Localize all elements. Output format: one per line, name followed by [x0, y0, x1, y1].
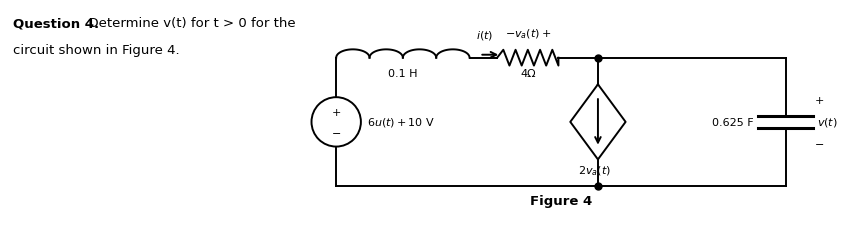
Text: $2v_a(t)$: $2v_a(t)$ [578, 164, 611, 177]
Text: +: + [815, 96, 823, 106]
Text: Determine v(t) for t > 0 for the: Determine v(t) for t > 0 for the [80, 17, 296, 30]
Text: −: − [815, 139, 823, 149]
Text: 0.1 H: 0.1 H [388, 68, 418, 78]
Text: Question 4.: Question 4. [13, 17, 99, 30]
Text: $- v_a(t) +$: $- v_a(t) +$ [504, 27, 551, 41]
Text: circuit shown in Figure 4.: circuit shown in Figure 4. [13, 44, 180, 57]
Text: $v(t)$: $v(t)$ [817, 116, 838, 129]
Text: +: + [331, 108, 341, 117]
Text: 0.625 F: 0.625 F [713, 117, 754, 127]
Text: Figure 4: Figure 4 [529, 194, 592, 207]
Text: $i(t)$: $i(t)$ [476, 29, 493, 42]
Text: $6u(t) + 10$ V: $6u(t) + 10$ V [367, 116, 435, 129]
Text: 4Ω: 4Ω [520, 68, 535, 78]
Text: −: − [331, 128, 341, 138]
